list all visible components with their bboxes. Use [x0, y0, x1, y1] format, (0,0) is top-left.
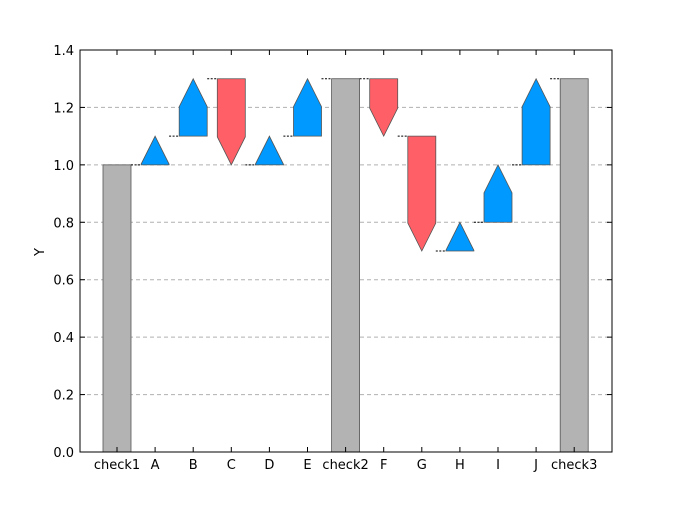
- y-axis-ticks: 0.0 0.2 0.4 0.6 0.8 1.0 1.2 1.4: [53, 44, 612, 461]
- increase-bar-E: [293, 77, 322, 137]
- decrease-bar-C: [216, 78, 246, 166]
- chart-bars: [102, 77, 589, 453]
- total-bar-check3: [559, 78, 589, 453]
- increase-bar-H: [445, 221, 475, 252]
- x-tick-label: check1: [94, 458, 140, 473]
- y-tick-label: 0.2: [53, 389, 74, 404]
- total-bar-check2: [331, 78, 361, 453]
- y-tick-label: 0.4: [53, 331, 74, 346]
- increase-bar-J: [521, 77, 551, 166]
- x-tick-label: E: [303, 458, 311, 473]
- x-tick-label: check2: [322, 458, 368, 473]
- y-tick-label: 0.0: [53, 446, 74, 461]
- increase-bar-A: [140, 135, 170, 166]
- y-axis-label: Y: [33, 248, 48, 257]
- x-tick-label: F: [380, 458, 387, 473]
- x-tick-label: D: [264, 458, 274, 473]
- y-tick-label: 1.4: [53, 44, 74, 59]
- y-tick-label: 0.6: [53, 274, 74, 289]
- decrease-bar-F: [369, 78, 399, 138]
- y-tick-label: 1.0: [53, 159, 74, 174]
- y-tick-label: 0.8: [53, 216, 74, 231]
- connector-lines: [131, 78, 561, 252]
- total-bar-check1: [102, 164, 132, 453]
- increase-bar-I: [483, 163, 513, 223]
- y-tick-label: 1.2: [53, 101, 74, 116]
- x-tick-label: check3: [551, 458, 597, 473]
- x-tick-label: A: [151, 458, 160, 473]
- increase-bar-B: [178, 77, 208, 137]
- x-tick-label: H: [455, 458, 465, 473]
- x-tick-label: I: [496, 458, 500, 473]
- x-tick-label: B: [189, 458, 198, 473]
- x-tick-label: G: [417, 458, 427, 473]
- increase-bar-D: [254, 135, 284, 166]
- x-tick-label: J: [533, 458, 538, 473]
- decrease-bar-G: [407, 135, 437, 252]
- x-tick-label: C: [227, 458, 236, 473]
